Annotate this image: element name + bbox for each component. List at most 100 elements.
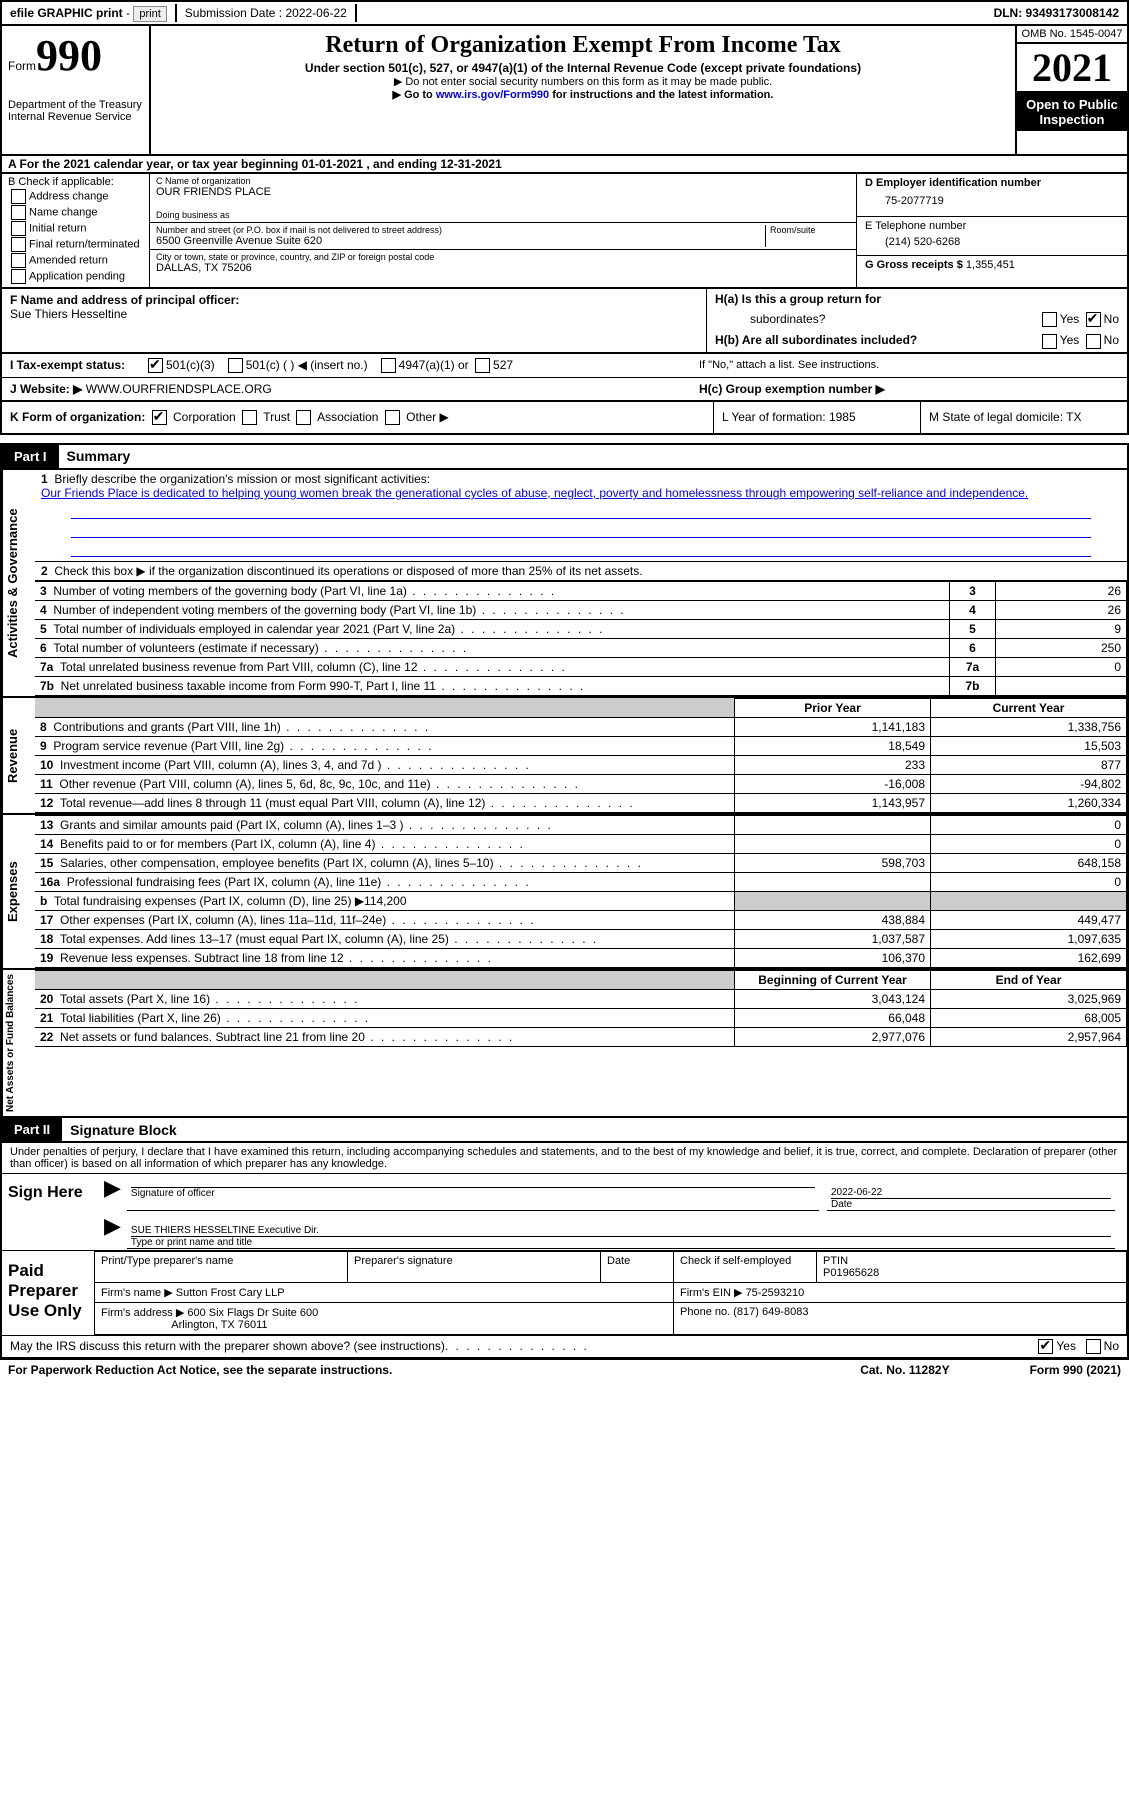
- efile-label: efile GRAPHIC print - print: [2, 4, 177, 22]
- firm-name-label: Firm's name ▶: [101, 1287, 173, 1299]
- side-expenses: Expenses: [2, 815, 35, 968]
- chk-name-change[interactable]: Name change: [8, 205, 143, 220]
- dba-label: Doing business as: [156, 210, 850, 220]
- pra-notice: For Paperwork Reduction Act Notice, see …: [8, 1363, 392, 1377]
- name-title-line: SUE THIERS HESSELTINE Executive Dir. Typ…: [127, 1213, 1115, 1249]
- chk-app-pending[interactable]: Application pending: [8, 269, 143, 284]
- part2-label: Part II: [2, 1118, 62, 1141]
- top-bar: efile GRAPHIC print - print Submission D…: [0, 0, 1129, 26]
- submission-date: Submission Date : 2022-06-22: [177, 4, 357, 22]
- goto-link-line: ▶ Go to www.irs.gov/Form990 for instruct…: [155, 88, 1011, 101]
- hb-row: H(b) Are all subordinates included? Yes …: [707, 330, 1127, 351]
- sign-here-label: Sign Here: [2, 1174, 94, 1250]
- chk-corp[interactable]: [152, 410, 167, 425]
- open-public-badge: Open to Public Inspection: [1017, 93, 1127, 131]
- chk-501c3[interactable]: [148, 358, 163, 373]
- form-number: 990: [36, 31, 102, 80]
- firm-addr-label: Firm's address ▶: [101, 1307, 184, 1319]
- side-revenue: Revenue: [2, 698, 35, 813]
- hb-note: If "No," attach a list. See instructions…: [699, 359, 879, 371]
- governance-table: 3 Number of voting members of the govern…: [35, 581, 1127, 696]
- print-button[interactable]: print: [133, 6, 166, 22]
- paid-preparer-row: Paid Preparer Use Only Print/Type prepar…: [2, 1250, 1127, 1335]
- part2-bar: Part II Signature Block: [0, 1118, 1129, 1143]
- firm-name: Sutton Frost Cary LLP: [176, 1287, 285, 1299]
- discuss-no[interactable]: [1086, 1339, 1101, 1354]
- room-label: Room/suite: [770, 225, 850, 235]
- chk-final-return[interactable]: Final return/terminated: [8, 237, 143, 252]
- firm-addr2: Arlington, TX 76011: [171, 1319, 267, 1331]
- chk-other[interactable]: [385, 410, 400, 425]
- col-c-org-info: C Name of organization OUR FRIENDS PLACE…: [150, 174, 856, 287]
- discuss-yes[interactable]: [1038, 1339, 1053, 1354]
- section-klm: K Form of organization: Corporation Trus…: [0, 402, 1129, 435]
- col-f: F Name and address of principal officer:…: [2, 289, 706, 352]
- chk-501c[interactable]: [228, 358, 243, 373]
- form-subtitle: Under section 501(c), 527, or 4947(a)(1)…: [155, 61, 1011, 75]
- chk-assoc[interactable]: [296, 410, 311, 425]
- line-j: J Website: ▶ WWW.OURFRIENDSPLACE.ORG H(c…: [0, 378, 1129, 402]
- form-word: Form: [8, 59, 36, 73]
- side-governance: Activities & Governance: [2, 470, 35, 696]
- chk-527[interactable]: [475, 358, 490, 373]
- netassets-table: Beginning of Current YearEnd of Year20 T…: [35, 970, 1127, 1047]
- firm-ein: 75-2593210: [746, 1287, 805, 1299]
- page-footer: For Paperwork Reduction Act Notice, see …: [0, 1359, 1129, 1380]
- form-header: Form990 Department of the Treasury Inter…: [0, 26, 1129, 156]
- line-2: 2 Check this box ▶ if the organization d…: [35, 562, 1127, 581]
- gross-value: 1,355,451: [966, 259, 1015, 271]
- tax-year: 2021: [1017, 44, 1127, 93]
- part1-bar: Part I Summary: [0, 443, 1129, 470]
- website-value: WWW.OURFRIENDSPLACE.ORG: [86, 382, 272, 396]
- form-title: Return of Organization Exempt From Incom…: [155, 32, 1011, 59]
- omb-number: OMB No. 1545-0047: [1017, 26, 1127, 44]
- irs-link[interactable]: www.irs.gov/Form990: [436, 89, 549, 101]
- signature-block: Under penalties of perjury, I declare th…: [0, 1143, 1129, 1359]
- part1-title: Summary: [59, 446, 139, 466]
- line-1: 1 Briefly describe the organization's mi…: [35, 470, 1127, 562]
- phone-value: (214) 520-6268: [865, 232, 1119, 252]
- self-employed-check[interactable]: Check if self-employed: [680, 1255, 791, 1267]
- prep-name-label: Print/Type preparer's name: [101, 1255, 233, 1267]
- arrow-icon: ▶: [98, 1213, 127, 1249]
- row-a-tax-year: A For the 2021 calendar year, or tax yea…: [0, 156, 1129, 174]
- org-name: OUR FRIENDS PLACE: [156, 186, 850, 198]
- city-label: City or town, state or province, country…: [156, 252, 850, 262]
- paid-preparer-label: Paid Preparer Use Only: [2, 1251, 94, 1335]
- header-mid: Return of Organization Exempt From Incom…: [151, 26, 1015, 154]
- date-line: 2022-06-22 Date: [827, 1175, 1115, 1211]
- ein-label: D Employer identification number: [865, 177, 1119, 189]
- gross-label: G Gross receipts $: [865, 259, 963, 271]
- city-state-zip: DALLAS, TX 75206: [156, 262, 850, 274]
- street-address: 6500 Greenville Avenue Suite 620: [156, 235, 765, 247]
- officer-name: Sue Thiers Hesseltine: [10, 307, 127, 321]
- chk-amended[interactable]: Amended return: [8, 253, 143, 268]
- header-left: Form990 Department of the Treasury Inter…: [2, 26, 151, 154]
- summary-governance: Activities & Governance 1 Briefly descri…: [0, 470, 1129, 698]
- phone-label: E Telephone number: [865, 220, 1119, 232]
- section-fgh: F Name and address of principal officer:…: [0, 289, 1129, 354]
- officer-label: F Name and address of principal officer:: [10, 293, 239, 307]
- line-k: K Form of organization: Corporation Trus…: [2, 402, 714, 433]
- part1-label: Part I: [2, 445, 59, 468]
- prep-sig-label: Preparer's signature: [354, 1255, 453, 1267]
- chk-4947[interactable]: [381, 358, 396, 373]
- sign-here-row: Sign Here ▶ Signature of officer 2022-06…: [2, 1173, 1127, 1250]
- chk-initial-return[interactable]: Initial return: [8, 221, 143, 236]
- part2-title: Signature Block: [62, 1120, 185, 1140]
- line-m: M State of legal domicile: TX: [921, 402, 1127, 433]
- form-id: Form 990 (2021): [1030, 1363, 1121, 1377]
- ha2-row: subordinates? Yes No: [707, 309, 1127, 330]
- cat-no: Cat. No. 11282Y: [860, 1363, 949, 1377]
- col-d-ein: D Employer identification number 75-2077…: [856, 174, 1127, 287]
- ein-value: 75-2077719: [865, 189, 1119, 213]
- summary-netassets: Net Assets or Fund Balances Beginning of…: [0, 970, 1129, 1118]
- chk-trust[interactable]: [242, 410, 257, 425]
- chk-address-change[interactable]: Address change: [8, 189, 143, 204]
- summary-expenses: Expenses 13 Grants and similar amounts p…: [0, 815, 1129, 970]
- line-i: I Tax-exempt status: 501(c)(3) 501(c) ( …: [0, 354, 1129, 378]
- line-l: L Year of formation: 1985: [714, 402, 921, 433]
- officer-signature-line[interactable]: Signature of officer: [127, 1175, 819, 1211]
- ssn-warning: ▶ Do not enter social security numbers o…: [155, 75, 1011, 88]
- col-b-label: B Check if applicable:: [8, 176, 143, 188]
